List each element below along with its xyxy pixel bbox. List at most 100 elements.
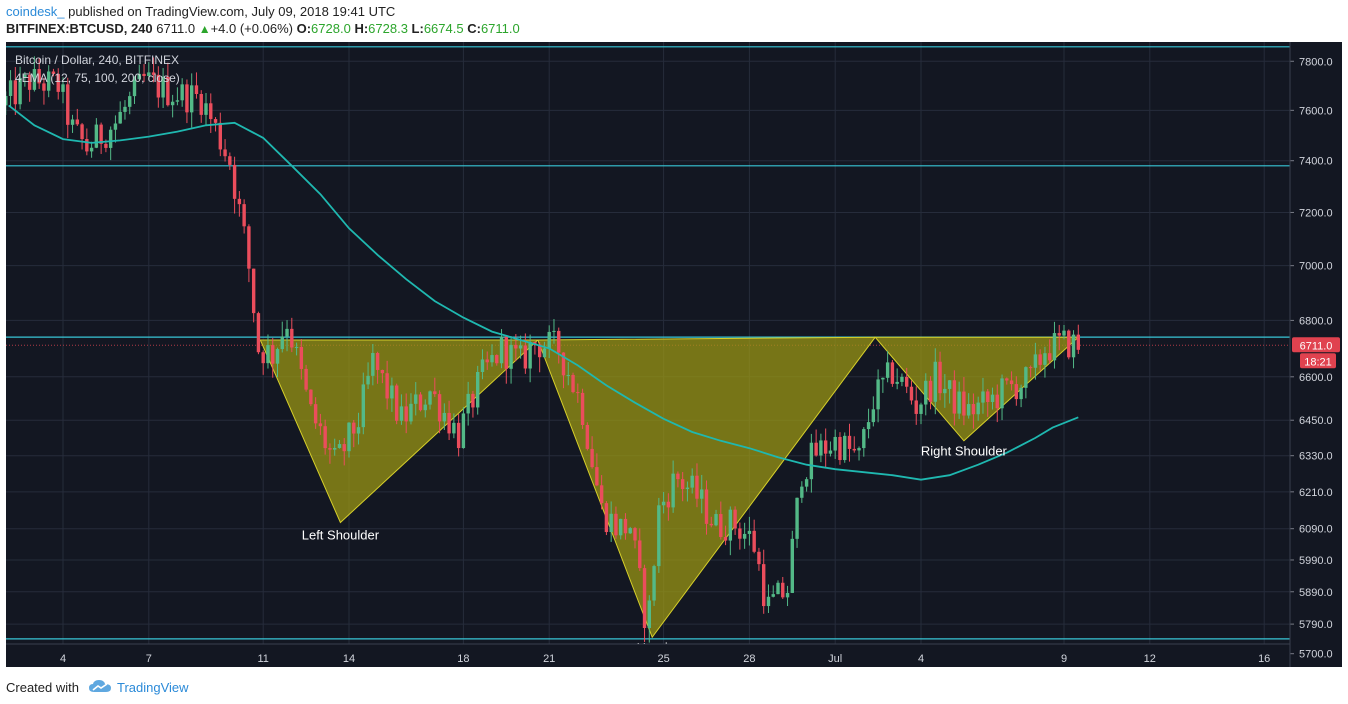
candle-body: [461, 413, 466, 449]
candle-body: [528, 342, 532, 369]
candle-body: [666, 501, 671, 508]
candle-body: [375, 353, 380, 370]
publish-info: coindesk_ published on TradingView.com, …: [6, 4, 395, 20]
candle-body: [561, 352, 566, 376]
last-price-text: 6711.0: [156, 21, 196, 36]
candle-body: [490, 355, 494, 363]
candle-body: [752, 530, 756, 552]
candle-body: [604, 503, 609, 533]
x-tick-label: 21: [543, 653, 555, 665]
candle-body: [828, 450, 833, 454]
candle-body: [99, 124, 103, 144]
candle-body: [704, 489, 709, 524]
candle-body: [204, 103, 208, 115]
footer: Created with TradingView: [6, 678, 189, 696]
pattern-label: Left Shoulder: [302, 528, 380, 543]
candle-body: [700, 489, 704, 499]
candle-body: [1038, 354, 1042, 365]
candle-body: [108, 129, 113, 148]
candle-body: [456, 422, 461, 449]
candle-body: [1071, 334, 1076, 358]
candle-body: [37, 69, 41, 84]
candle-body: [900, 376, 904, 382]
candle-body: [190, 85, 194, 113]
x-tick-label: 25: [657, 653, 669, 665]
candle-body: [585, 424, 590, 449]
candle-body: [542, 348, 547, 358]
candle-body: [113, 123, 118, 130]
candle-body: [971, 404, 976, 415]
candle-body: [261, 352, 265, 364]
candle-body: [952, 380, 957, 414]
countdown-label: 18:21: [1304, 356, 1332, 368]
candle-body: [66, 84, 70, 125]
candle-body: [209, 103, 213, 120]
candle-body: [13, 80, 18, 105]
candle-body: [161, 76, 165, 98]
candle-body: [776, 582, 780, 595]
candle-body: [480, 359, 485, 372]
candle-body: [571, 374, 575, 393]
candle-body: [1052, 333, 1057, 361]
candle-body: [890, 362, 895, 384]
y-tick-label: 7400.0: [1299, 156, 1333, 168]
candle-body: [471, 393, 475, 408]
tradingview-link[interactable]: TradingView: [116, 679, 189, 695]
author-link[interactable]: coindesk_: [6, 4, 65, 19]
candle-body: [380, 369, 385, 374]
price-chart[interactable]: Left ShoulderHeadRight Shoulder 7800.076…: [6, 42, 1342, 667]
candle-body: [871, 409, 876, 423]
candle-body: [361, 384, 365, 428]
axes: 7800.0 7600.0 7400.0 7200.0 7000.0 6800.0 6600…: [6, 42, 1340, 667]
low-label: L:: [411, 21, 424, 36]
candle-body: [89, 147, 94, 152]
candle-body: [275, 349, 280, 364]
ema-line: [8, 104, 1079, 481]
candle-body: [599, 485, 604, 504]
tradingview-cloud-icon[interactable]: [88, 679, 112, 696]
candle-body: [633, 528, 637, 541]
created-with-text: Created with: [6, 679, 79, 695]
candle-body: [766, 596, 771, 607]
candle-body: [170, 101, 175, 106]
candle-body: [56, 73, 60, 92]
candle-body: [680, 479, 685, 490]
candle-body: [499, 336, 504, 364]
candle-body: [943, 388, 947, 394]
candle-body: [313, 404, 318, 424]
candle-body: [695, 475, 699, 499]
candle-body: [42, 83, 46, 91]
candle-body: [23, 74, 27, 78]
candle-body: [75, 119, 79, 125]
candle-body: [709, 523, 713, 526]
candle-body: [447, 412, 451, 434]
candle-body: [61, 84, 65, 92]
x-tick-label: 12: [1144, 653, 1156, 665]
candle-body: [809, 442, 814, 480]
candle-body: [442, 412, 447, 422]
candle-body: [304, 368, 308, 390]
candle-body: [1009, 380, 1014, 385]
candle-body: [294, 346, 299, 348]
ema-indicator: [8, 104, 1079, 481]
y-tick-label: 5990.0: [1299, 555, 1333, 567]
candle-body: [995, 394, 999, 409]
x-tick-label: 11: [257, 653, 268, 665]
y-tick-label: 7800.0: [1299, 56, 1333, 68]
candle-body: [514, 344, 518, 349]
x-tick-label: 7: [146, 653, 152, 665]
candle-body: [557, 330, 561, 353]
candle-body: [924, 380, 928, 405]
candle-body: [957, 391, 961, 414]
candle-body: [333, 447, 337, 450]
candle-body: [266, 345, 270, 364]
candle-body: [437, 394, 442, 422]
candle-body: [147, 72, 151, 76]
candle-body: [347, 422, 351, 452]
candle-body: [843, 435, 847, 461]
candle-body: [342, 444, 346, 452]
candle-body: [747, 530, 752, 534]
candle-body: [847, 435, 852, 449]
candle-body: [123, 106, 127, 112]
candle-body: [804, 479, 809, 487]
